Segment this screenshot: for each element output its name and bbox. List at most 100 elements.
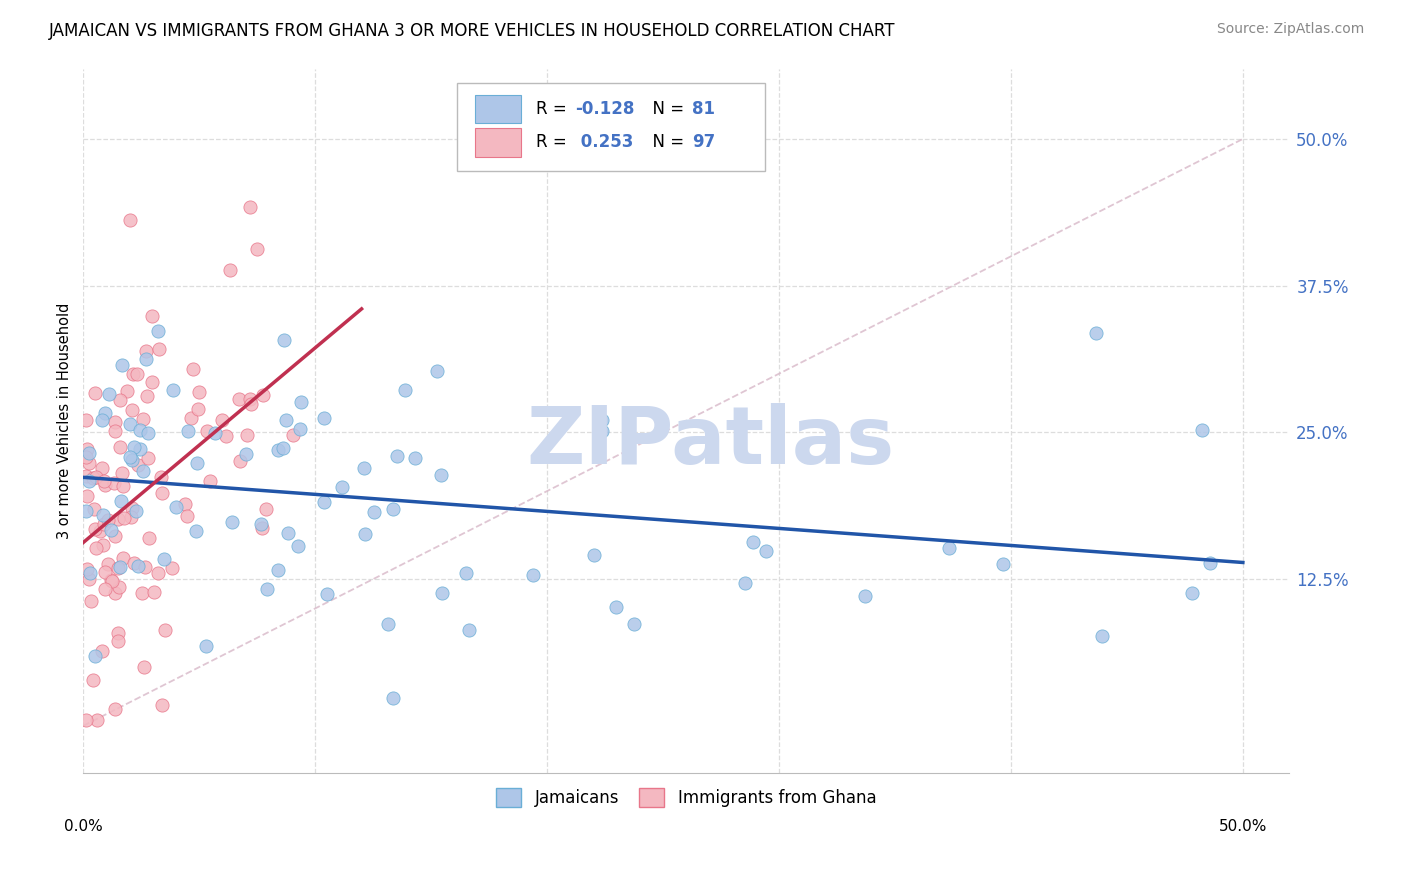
Point <box>250 521 273 535</box>
Point <box>146 566 169 581</box>
Point <box>382 691 405 706</box>
Point <box>97 512 120 526</box>
Point <box>1084 326 1107 340</box>
Point <box>91 508 114 523</box>
Point <box>229 454 252 468</box>
Point <box>125 368 148 382</box>
Point <box>121 453 143 467</box>
Point <box>281 428 304 442</box>
Point <box>135 389 157 403</box>
Point <box>76 562 98 576</box>
Point <box>187 385 209 400</box>
Point <box>131 412 153 426</box>
Point <box>195 639 218 653</box>
Point <box>221 515 243 529</box>
Point <box>187 402 209 417</box>
Point <box>75 413 97 427</box>
Point <box>204 425 226 440</box>
Point <box>993 557 1015 571</box>
Point <box>454 566 477 580</box>
Point <box>90 413 112 427</box>
Point <box>136 450 159 465</box>
Point <box>353 461 375 475</box>
Point <box>100 574 122 588</box>
Point <box>228 392 250 406</box>
Point <box>127 458 149 472</box>
Point <box>84 522 107 536</box>
Point <box>111 479 134 493</box>
Point <box>215 428 238 442</box>
Point <box>149 470 172 484</box>
Point <box>131 585 153 599</box>
Point <box>93 474 115 488</box>
Point <box>120 417 142 431</box>
Point <box>107 633 129 648</box>
Point <box>111 466 134 480</box>
Point <box>1181 586 1204 600</box>
Point <box>122 367 145 381</box>
Point <box>591 413 613 427</box>
Point <box>104 415 127 429</box>
Point <box>104 424 127 438</box>
Point <box>125 504 148 518</box>
Point <box>84 470 107 484</box>
Point <box>354 527 377 541</box>
Point <box>121 402 143 417</box>
FancyBboxPatch shape <box>475 128 522 157</box>
Point <box>120 510 142 524</box>
Point <box>112 551 135 566</box>
Text: 0.0%: 0.0% <box>63 819 103 833</box>
Point <box>77 456 100 470</box>
Point <box>115 384 138 399</box>
Text: R =: R = <box>536 101 571 119</box>
Point <box>1199 556 1222 570</box>
Point <box>86 713 108 727</box>
Point <box>121 501 143 516</box>
Point <box>142 585 165 599</box>
Point <box>135 343 157 358</box>
Point <box>93 517 115 532</box>
FancyBboxPatch shape <box>457 83 765 170</box>
Point <box>111 358 134 372</box>
Point <box>138 531 160 545</box>
Point <box>236 427 259 442</box>
Point <box>582 548 605 562</box>
Point <box>430 585 453 599</box>
Point <box>522 568 544 582</box>
Point <box>96 558 118 572</box>
Text: 0.253: 0.253 <box>575 134 634 152</box>
Point <box>938 541 960 555</box>
Point <box>76 490 98 504</box>
Point <box>734 576 756 591</box>
Point <box>128 423 150 437</box>
Point <box>457 623 479 637</box>
Point <box>83 648 105 663</box>
Point <box>77 572 100 586</box>
Point <box>176 424 198 438</box>
Point <box>135 352 157 367</box>
Point <box>153 551 176 566</box>
Point <box>246 243 269 257</box>
Point <box>104 529 127 543</box>
Point <box>198 475 221 489</box>
Point <box>755 544 778 558</box>
Point <box>134 560 156 574</box>
Point <box>271 442 294 456</box>
Point <box>254 501 277 516</box>
Point <box>110 560 132 574</box>
Point <box>853 589 876 603</box>
Point <box>110 392 132 407</box>
Text: N =: N = <box>641 134 689 152</box>
Legend: Jamaicans, Immigrants from Ghana: Jamaicans, Immigrants from Ghana <box>489 781 883 814</box>
Point <box>211 413 233 427</box>
Point <box>249 517 271 532</box>
Point <box>238 201 260 215</box>
Point <box>89 524 111 539</box>
Point <box>94 478 117 492</box>
Point <box>146 324 169 338</box>
Point <box>605 599 627 614</box>
Point <box>93 406 115 420</box>
Point <box>128 442 150 456</box>
Point <box>93 565 115 579</box>
Point <box>120 450 142 464</box>
